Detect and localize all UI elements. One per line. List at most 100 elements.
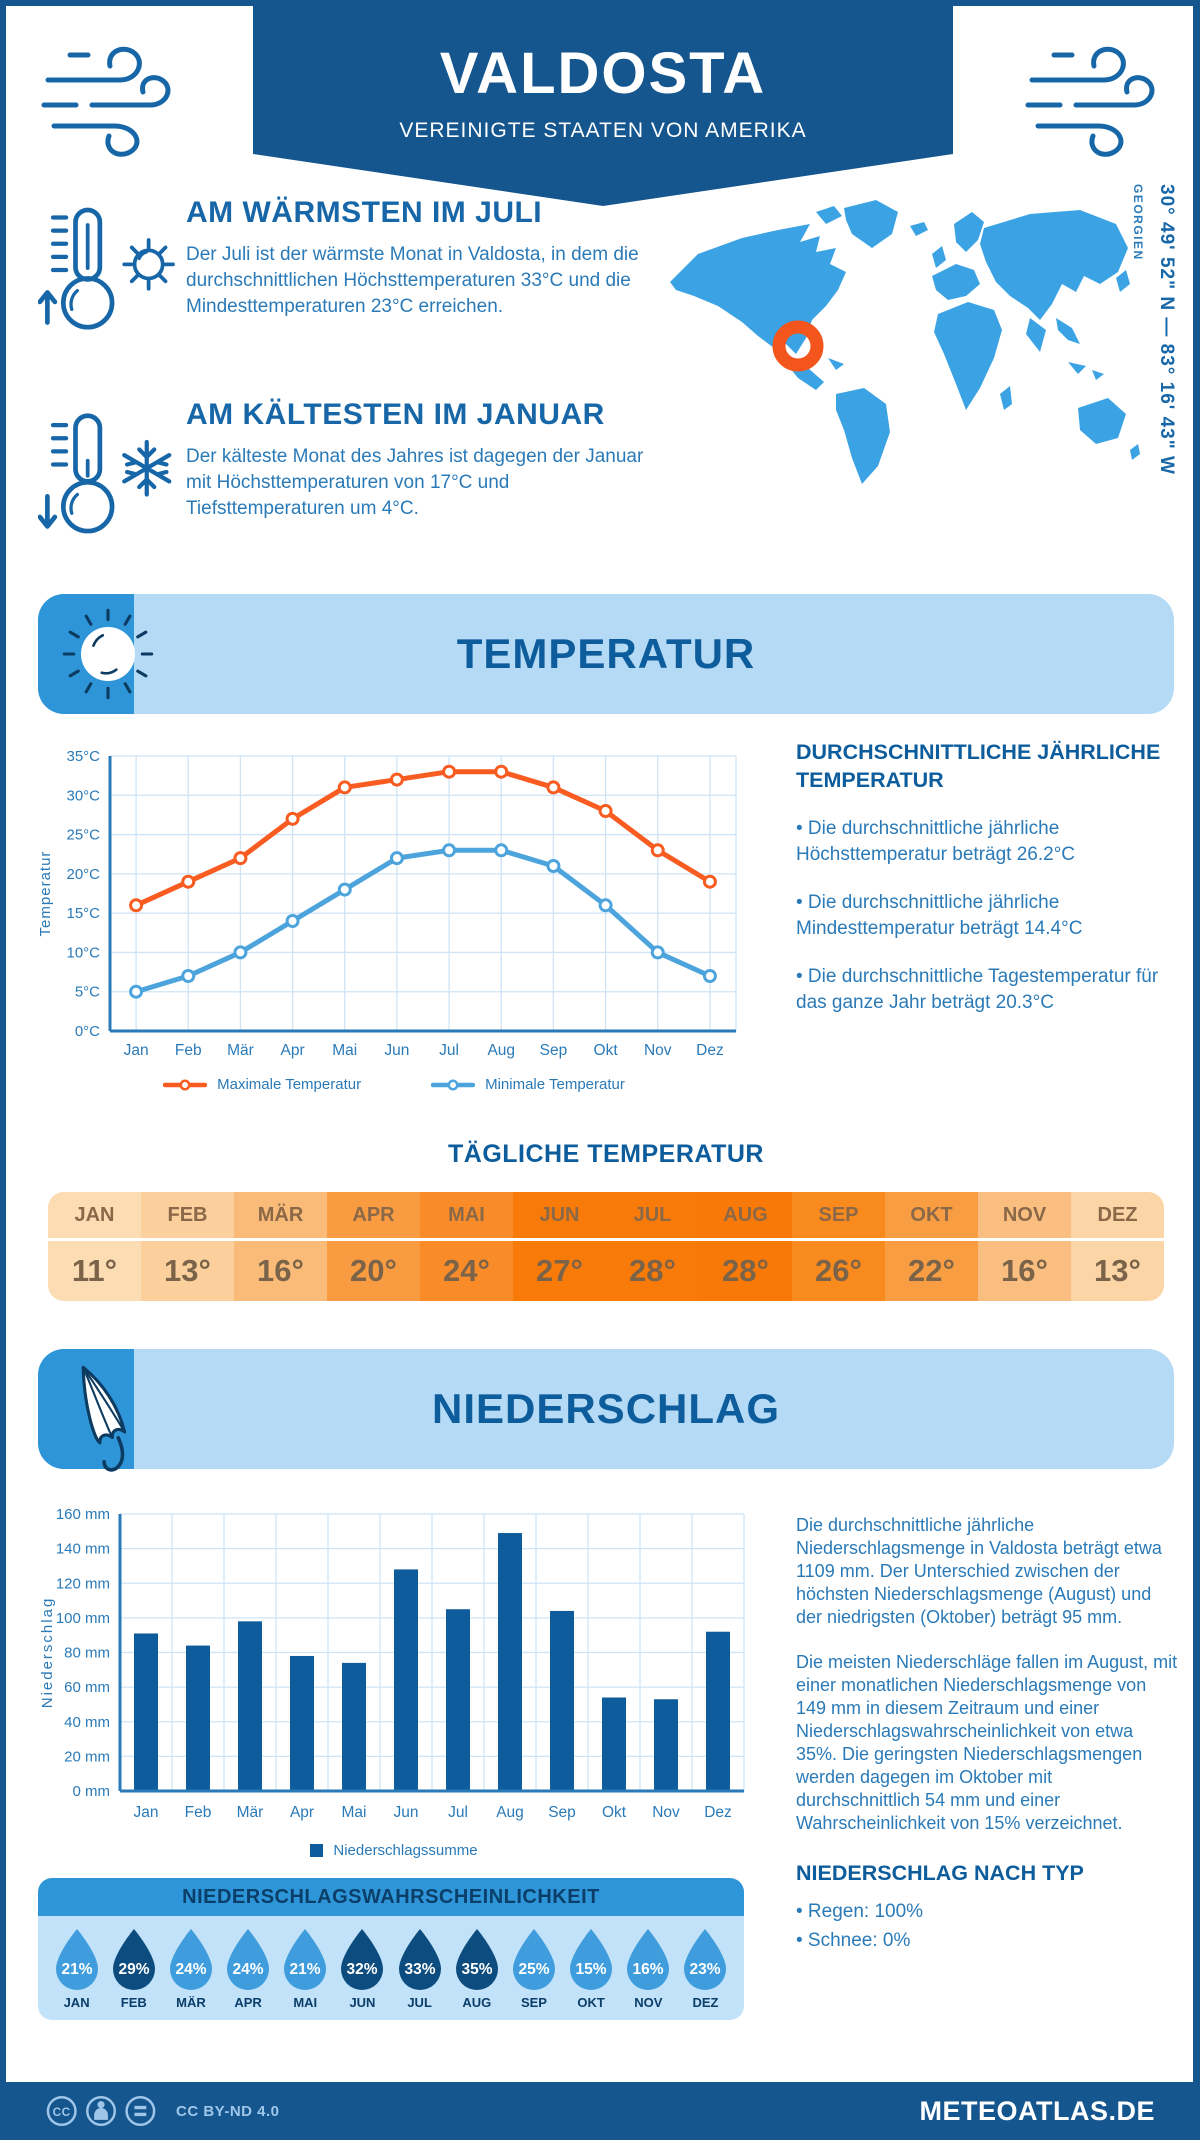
- creative-commons-icons: CC: [46, 2096, 156, 2126]
- probability-value: 32%: [347, 1961, 378, 1978]
- page-title: VALDOSTA: [439, 41, 767, 106]
- data-point: [494, 764, 509, 779]
- water-drop-icon: 35%: [455, 1929, 498, 1990]
- precipitation-bar: [706, 1631, 730, 1791]
- svg-text:Apr: Apr: [290, 1804, 314, 1821]
- probability-value: 29%: [118, 1961, 149, 1978]
- svg-text:Okt: Okt: [602, 1804, 627, 1821]
- legend-item: Maximale Temperatur: [163, 1076, 361, 1093]
- svg-text:Jun: Jun: [384, 1042, 409, 1059]
- annual-bullet: • Die durchschnittliche Tagestemperatur …: [796, 966, 1159, 1013]
- temperature-section-header: TEMPERATUR: [38, 594, 1174, 714]
- daily-temp-cell: OKT 22°: [885, 1192, 978, 1301]
- data-point: [181, 969, 196, 983]
- daily-temp-cell: SEP 26°: [792, 1192, 885, 1301]
- precipitation-bar: [550, 1610, 574, 1791]
- probability-month: AUG: [462, 1995, 492, 2010]
- data-point: [389, 772, 404, 787]
- data-point: [233, 851, 248, 866]
- title-banner: VALDOSTA VEREINIGTE STAATEN VON AMERIKA: [253, 6, 953, 206]
- probability-value: 35%: [461, 1961, 492, 1978]
- probability-drops: 21% JAN 29% FEB 24% MÄR 24% APR 21% MAI 32% JUN 33% J…: [38, 1916, 744, 2020]
- thermometer-sun-icon: [38, 207, 175, 330]
- series-line: [133, 769, 713, 908]
- svg-text:Aug: Aug: [496, 1804, 524, 1821]
- legend-square-icon: [310, 1844, 324, 1857]
- water-drop-icon: 16%: [627, 1929, 670, 1990]
- svg-text:0°C: 0°C: [75, 1023, 100, 1040]
- water-drop-icon: 25%: [512, 1929, 555, 1990]
- svg-text:Sep: Sep: [548, 1804, 576, 1821]
- data-point: [337, 780, 352, 795]
- temperature-legend: Maximale Temperatur Minimale Temperatur: [36, 1076, 752, 1093]
- probability-value: 21%: [290, 1961, 321, 1978]
- page-subtitle: VEREINIGTE STAATEN VON AMERIKA: [399, 119, 807, 142]
- umbrella-icon: [81, 1365, 127, 1472]
- world-map: [670, 200, 1140, 484]
- wind-icon: [41, 46, 171, 157]
- daily-temp-value: 28°: [722, 1253, 769, 1288]
- water-drop-icon: 21%: [55, 1929, 98, 1990]
- daily-temp-month: SEP: [792, 1192, 885, 1241]
- daily-temp-value: 20°: [350, 1253, 397, 1288]
- probability-drop-column: 24% APR: [220, 1928, 277, 2010]
- svg-text:30°C: 30°C: [66, 787, 100, 804]
- probability-drop-column: 16% NOV: [620, 1928, 677, 2010]
- annual-bullet: • Die durchschnittliche jährliche Höchst…: [796, 818, 1076, 865]
- probability-month: MÄR: [176, 1995, 206, 2010]
- region-label: GEORGIEN: [1131, 184, 1145, 261]
- precipitation-probability-panel: NIEDERSCHLAGSWAHRSCHEINLICHKEIT 21% JAN 29…: [38, 1878, 744, 2020]
- data-point: [650, 843, 665, 858]
- svg-text:Feb: Feb: [175, 1042, 202, 1059]
- coordinates-label: 30° 49' 52" N — 83° 16' 43" W: [1156, 184, 1177, 475]
- probability-drop-column: 21% MAI: [277, 1928, 334, 2010]
- water-drop-icon: 24%: [169, 1929, 212, 1990]
- svg-text:100 mm: 100 mm: [56, 1610, 110, 1627]
- svg-text:35°C: 35°C: [66, 748, 100, 765]
- probability-value: 15%: [576, 1961, 607, 1978]
- thermometer-snowflake-icon: [38, 413, 172, 534]
- probability-month: FEB: [120, 1995, 147, 2010]
- daily-temp-month: JUL: [606, 1192, 699, 1241]
- precipitation-paragraph: Die durchschnittliche jährliche Niedersc…: [796, 1515, 1162, 1627]
- coldest-month-block: AM KÄLTESTEN IM JANUAR Der kälteste Mona…: [38, 398, 658, 534]
- water-drop-icon: 29%: [112, 1929, 155, 1990]
- data-point: [650, 945, 665, 960]
- data-point: [442, 843, 457, 858]
- svg-text:Dez: Dez: [704, 1804, 732, 1821]
- probability-month: JAN: [63, 1995, 90, 2010]
- probability-drop-column: 35% AUG: [448, 1928, 505, 2010]
- footer-bar: CC CC BY-ND 4.0 METEOATLAS.DE: [6, 2082, 1193, 2140]
- probability-drop-column: 24% MÄR: [162, 1928, 219, 2010]
- svg-text:60 mm: 60 mm: [64, 1679, 110, 1696]
- svg-text:Jul: Jul: [439, 1042, 459, 1059]
- legend-item: Niederschlagssumme: [310, 1842, 478, 1859]
- daily-temp-cell: JAN 11°: [48, 1192, 141, 1301]
- daily-temp-month: APR: [327, 1192, 420, 1241]
- svg-text:Aug: Aug: [487, 1042, 515, 1059]
- daily-temp-month: JAN: [48, 1192, 141, 1241]
- daily-temp-value: 24°: [443, 1253, 490, 1288]
- probability-month: SEP: [520, 1995, 547, 2010]
- precipitation-summary: Die durchschnittliche jährliche Niedersc…: [796, 1514, 1178, 1955]
- daily-temp-cell: NOV 16°: [978, 1192, 1071, 1301]
- license-label: CC BY-ND 4.0: [176, 2102, 280, 2120]
- daily-temp-value: 16°: [257, 1253, 304, 1288]
- license-block: CC CC BY-ND 4.0: [44, 2093, 280, 2129]
- legend-label: Minimale Temperatur: [485, 1076, 625, 1093]
- data-point: [389, 851, 404, 866]
- probability-drop-column: 21% JAN: [48, 1928, 105, 2010]
- data-point: [129, 898, 144, 913]
- daily-temp-cell: APR 20°: [327, 1192, 420, 1301]
- daily-temp-value: 16°: [1001, 1253, 1048, 1288]
- annual-temperature-summary: DURCHSCHNITTLICHE JÄHRLICHE TEMPERATUR •…: [796, 738, 1178, 1016]
- precipitation-bar: [238, 1621, 262, 1791]
- svg-text:25°C: 25°C: [66, 827, 100, 844]
- svg-text:Dez: Dez: [696, 1042, 724, 1059]
- probability-month: OKT: [577, 1995, 605, 2010]
- site-label: METEOATLAS.DE: [919, 2095, 1155, 2126]
- precipitation-type-heading: NIEDERSCHLAG NACH TYP: [796, 1861, 1084, 1885]
- svg-text:Apr: Apr: [281, 1042, 305, 1059]
- svg-text:15°C: 15°C: [66, 905, 100, 922]
- data-point: [546, 859, 561, 873]
